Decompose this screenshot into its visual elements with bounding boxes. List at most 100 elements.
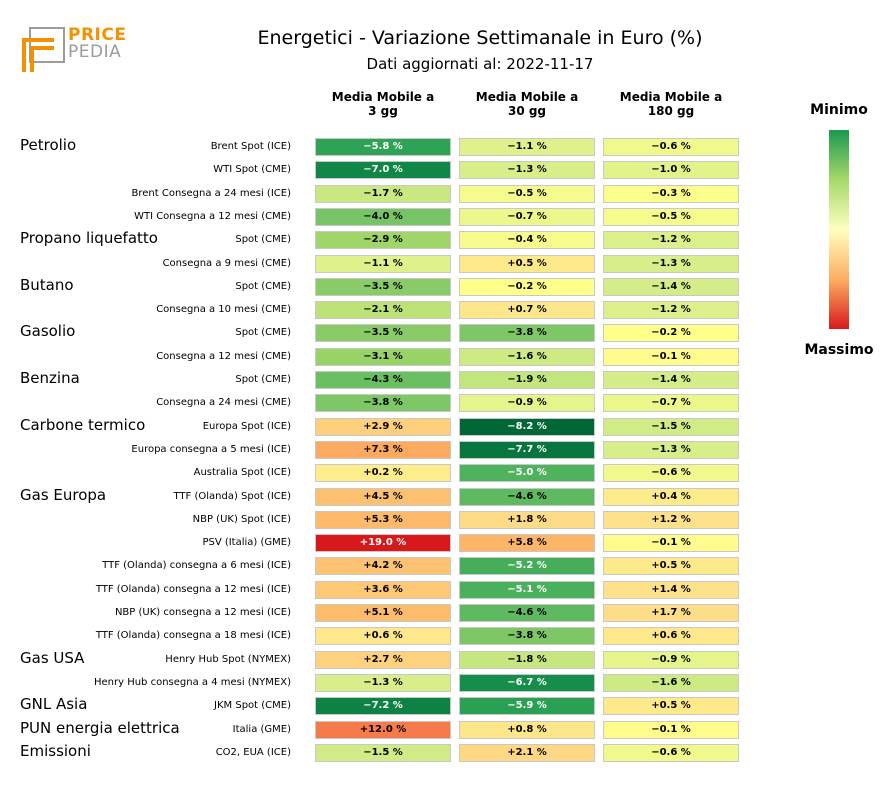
group-label: Propano liquefatto bbox=[20, 229, 158, 248]
heatmap-cell: −0.9 % bbox=[603, 650, 739, 669]
row-label: Consegna a 10 mesi (CME) bbox=[156, 304, 291, 316]
heatmap-cell: +0.7 % bbox=[459, 301, 595, 320]
heatmap-cell: +1.2 % bbox=[603, 510, 739, 529]
group-label: Gas Europa bbox=[20, 485, 107, 504]
heatmap-cell: −0.6 % bbox=[603, 464, 739, 483]
row-label: Australia Spot (ICE) bbox=[193, 467, 291, 479]
heatmap-cell: −1.8 % bbox=[459, 650, 595, 669]
heatmap-cell: −1.6 % bbox=[603, 673, 739, 692]
heatmap-cell: −1.9 % bbox=[459, 371, 595, 389]
heatmap-cell: +1.8 % bbox=[459, 510, 595, 529]
heatmap-cell: +0.5 % bbox=[603, 697, 739, 716]
heatmap-cell: −4.6 % bbox=[459, 487, 595, 506]
heatmap-cell: −0.3 % bbox=[603, 184, 739, 203]
row-label: Spot (CME) bbox=[235, 280, 291, 292]
column-header: Media Mobile a 3 gg bbox=[331, 90, 435, 118]
logo-mark-icon bbox=[22, 27, 65, 72]
heatmap-cell: −6.7 % bbox=[459, 673, 595, 692]
row-label: TTF (Olanda) consegna a 12 mesi (ICE) bbox=[95, 583, 291, 595]
heatmap-cell: +4.5 % bbox=[315, 487, 451, 506]
heatmap-cell: +0.2 % bbox=[315, 464, 451, 483]
heatmap-cell: −5.8 % bbox=[315, 138, 451, 156]
logo-text-bottom: PEDIA bbox=[68, 42, 122, 62]
group-label: GNL Asia bbox=[20, 695, 88, 714]
heatmap-cell: −0.5 % bbox=[459, 184, 595, 203]
heatmap-cell: −0.7 % bbox=[603, 394, 739, 413]
row-label: Brent Consegna a 24 mesi (ICE) bbox=[131, 187, 291, 199]
heatmap-cell: −3.8 % bbox=[459, 627, 595, 646]
row-label: Spot (CME) bbox=[235, 374, 291, 385]
heatmap-cell: −5.1 % bbox=[459, 580, 595, 599]
row-label: Consegna a 9 mesi (CME) bbox=[162, 257, 291, 269]
heatmap-cell: +0.8 % bbox=[459, 720, 595, 739]
heatmap-cell: +3.6 % bbox=[315, 580, 451, 599]
heatmap-cell: −1.3 % bbox=[315, 673, 451, 692]
heatmap-cell: −1.1 % bbox=[459, 138, 595, 156]
group-label: PUN energia elettrica bbox=[20, 718, 180, 737]
row-label: Spot (CME) bbox=[235, 234, 291, 246]
heatmap-cell: −1.4 % bbox=[603, 277, 739, 296]
row-label: NBP (UK) Spot (ICE) bbox=[192, 513, 291, 525]
heatmap-cell: −1.7 % bbox=[315, 184, 451, 203]
group-label: Carbone termico bbox=[20, 415, 146, 434]
heatmap-cell: −3.5 % bbox=[315, 277, 451, 296]
legend-min-label: Minimo bbox=[810, 102, 868, 118]
row-label: Consegna a 12 mesi (CME) bbox=[156, 350, 291, 362]
chart-title: Energetici - Variazione Settimanale in E… bbox=[257, 27, 703, 49]
heatmap-cell: −3.1 % bbox=[315, 347, 451, 366]
row-label: Consegna a 24 mesi (CME) bbox=[156, 397, 291, 409]
row-label: WTI Consegna a 12 mesi (CME) bbox=[134, 210, 291, 222]
logo-text-top: PRICE bbox=[68, 25, 127, 45]
heatmap-cell: −5.9 % bbox=[459, 697, 595, 716]
row-label: Henry Hub consegna a 4 mesi (NYMEX) bbox=[93, 676, 291, 688]
heatmap-cell: +0.5 % bbox=[603, 557, 739, 576]
heatmap-cell: −0.1 % bbox=[603, 534, 739, 553]
heatmap-cell: +2.7 % bbox=[315, 650, 451, 669]
row-label: WTI Spot (CME) bbox=[213, 164, 291, 176]
heatmap-cell: −0.1 % bbox=[603, 347, 739, 366]
group-label: Petrolio bbox=[20, 136, 77, 154]
heatmap-cell: −1.5 % bbox=[315, 743, 451, 762]
heatmap-cell: −0.9 % bbox=[459, 394, 595, 413]
heatmap-cell: −1.5 % bbox=[603, 417, 739, 436]
heatmap-cell: −3.8 % bbox=[315, 394, 451, 413]
heatmap-cell: −1.3 % bbox=[603, 254, 739, 273]
heatmap-cell: −3.8 % bbox=[459, 324, 595, 343]
heatmap-cell: −7.2 % bbox=[315, 697, 451, 716]
row-label: Spot (CME) bbox=[235, 327, 291, 339]
heatmap-cell: −2.1 % bbox=[315, 301, 451, 320]
column-header: Media Mobile a 180 gg bbox=[619, 90, 723, 118]
heatmap-cell: −7.0 % bbox=[315, 161, 451, 180]
row-label: TTF (Olanda) Spot (ICE) bbox=[173, 490, 291, 502]
row-label: Henry Hub Spot (NYMEX) bbox=[165, 653, 291, 665]
heatmap-cell: +19.0 % bbox=[315, 534, 451, 553]
row-label: NBP (UK) consegna a 12 mesi (ICE) bbox=[114, 607, 291, 618]
column-header: Media Mobile a 30 gg bbox=[475, 90, 579, 118]
chart-subtitle: Dati aggiornati al: 2022-11-17 bbox=[366, 55, 594, 73]
heatmap-cell: +1.4 % bbox=[603, 580, 739, 599]
heatmap-cell: −1.3 % bbox=[603, 440, 739, 459]
heatmap-cell: −0.4 % bbox=[459, 231, 595, 250]
group-label: Emissioni bbox=[20, 741, 91, 760]
group-label: Gas USA bbox=[20, 648, 85, 667]
pricepedia-logo: PRICE PEDIA bbox=[20, 26, 130, 74]
heatmap-cell: −1.0 % bbox=[603, 161, 739, 180]
row-label: PSV (Italia) (GME) bbox=[202, 537, 291, 549]
heatmap-cell: −4.6 % bbox=[459, 604, 595, 622]
heatmap-cell: −0.5 % bbox=[603, 207, 739, 226]
heatmap-cell: +0.6 % bbox=[603, 627, 739, 646]
heatmap-cell: −4.0 % bbox=[315, 207, 451, 226]
heatmap-cell: −0.6 % bbox=[603, 743, 739, 762]
heatmap-cell: +12.0 % bbox=[315, 720, 451, 739]
heatmap-cell: −1.4 % bbox=[603, 371, 739, 389]
heatmap-cell: +0.6 % bbox=[315, 627, 451, 646]
heatmap-cell: −5.2 % bbox=[459, 557, 595, 576]
row-label: TTF (Olanda) consegna a 6 mesi (ICE) bbox=[102, 560, 291, 572]
row-label: CO2, EUA (ICE) bbox=[215, 746, 291, 758]
heatmap-cell: +2.9 % bbox=[315, 417, 451, 436]
heatmap-cell: +4.2 % bbox=[315, 557, 451, 576]
heatmap-cell: −8.2 % bbox=[459, 417, 595, 436]
row-label: Italia (GME) bbox=[232, 723, 291, 735]
heatmap-cell: −3.5 % bbox=[315, 324, 451, 343]
